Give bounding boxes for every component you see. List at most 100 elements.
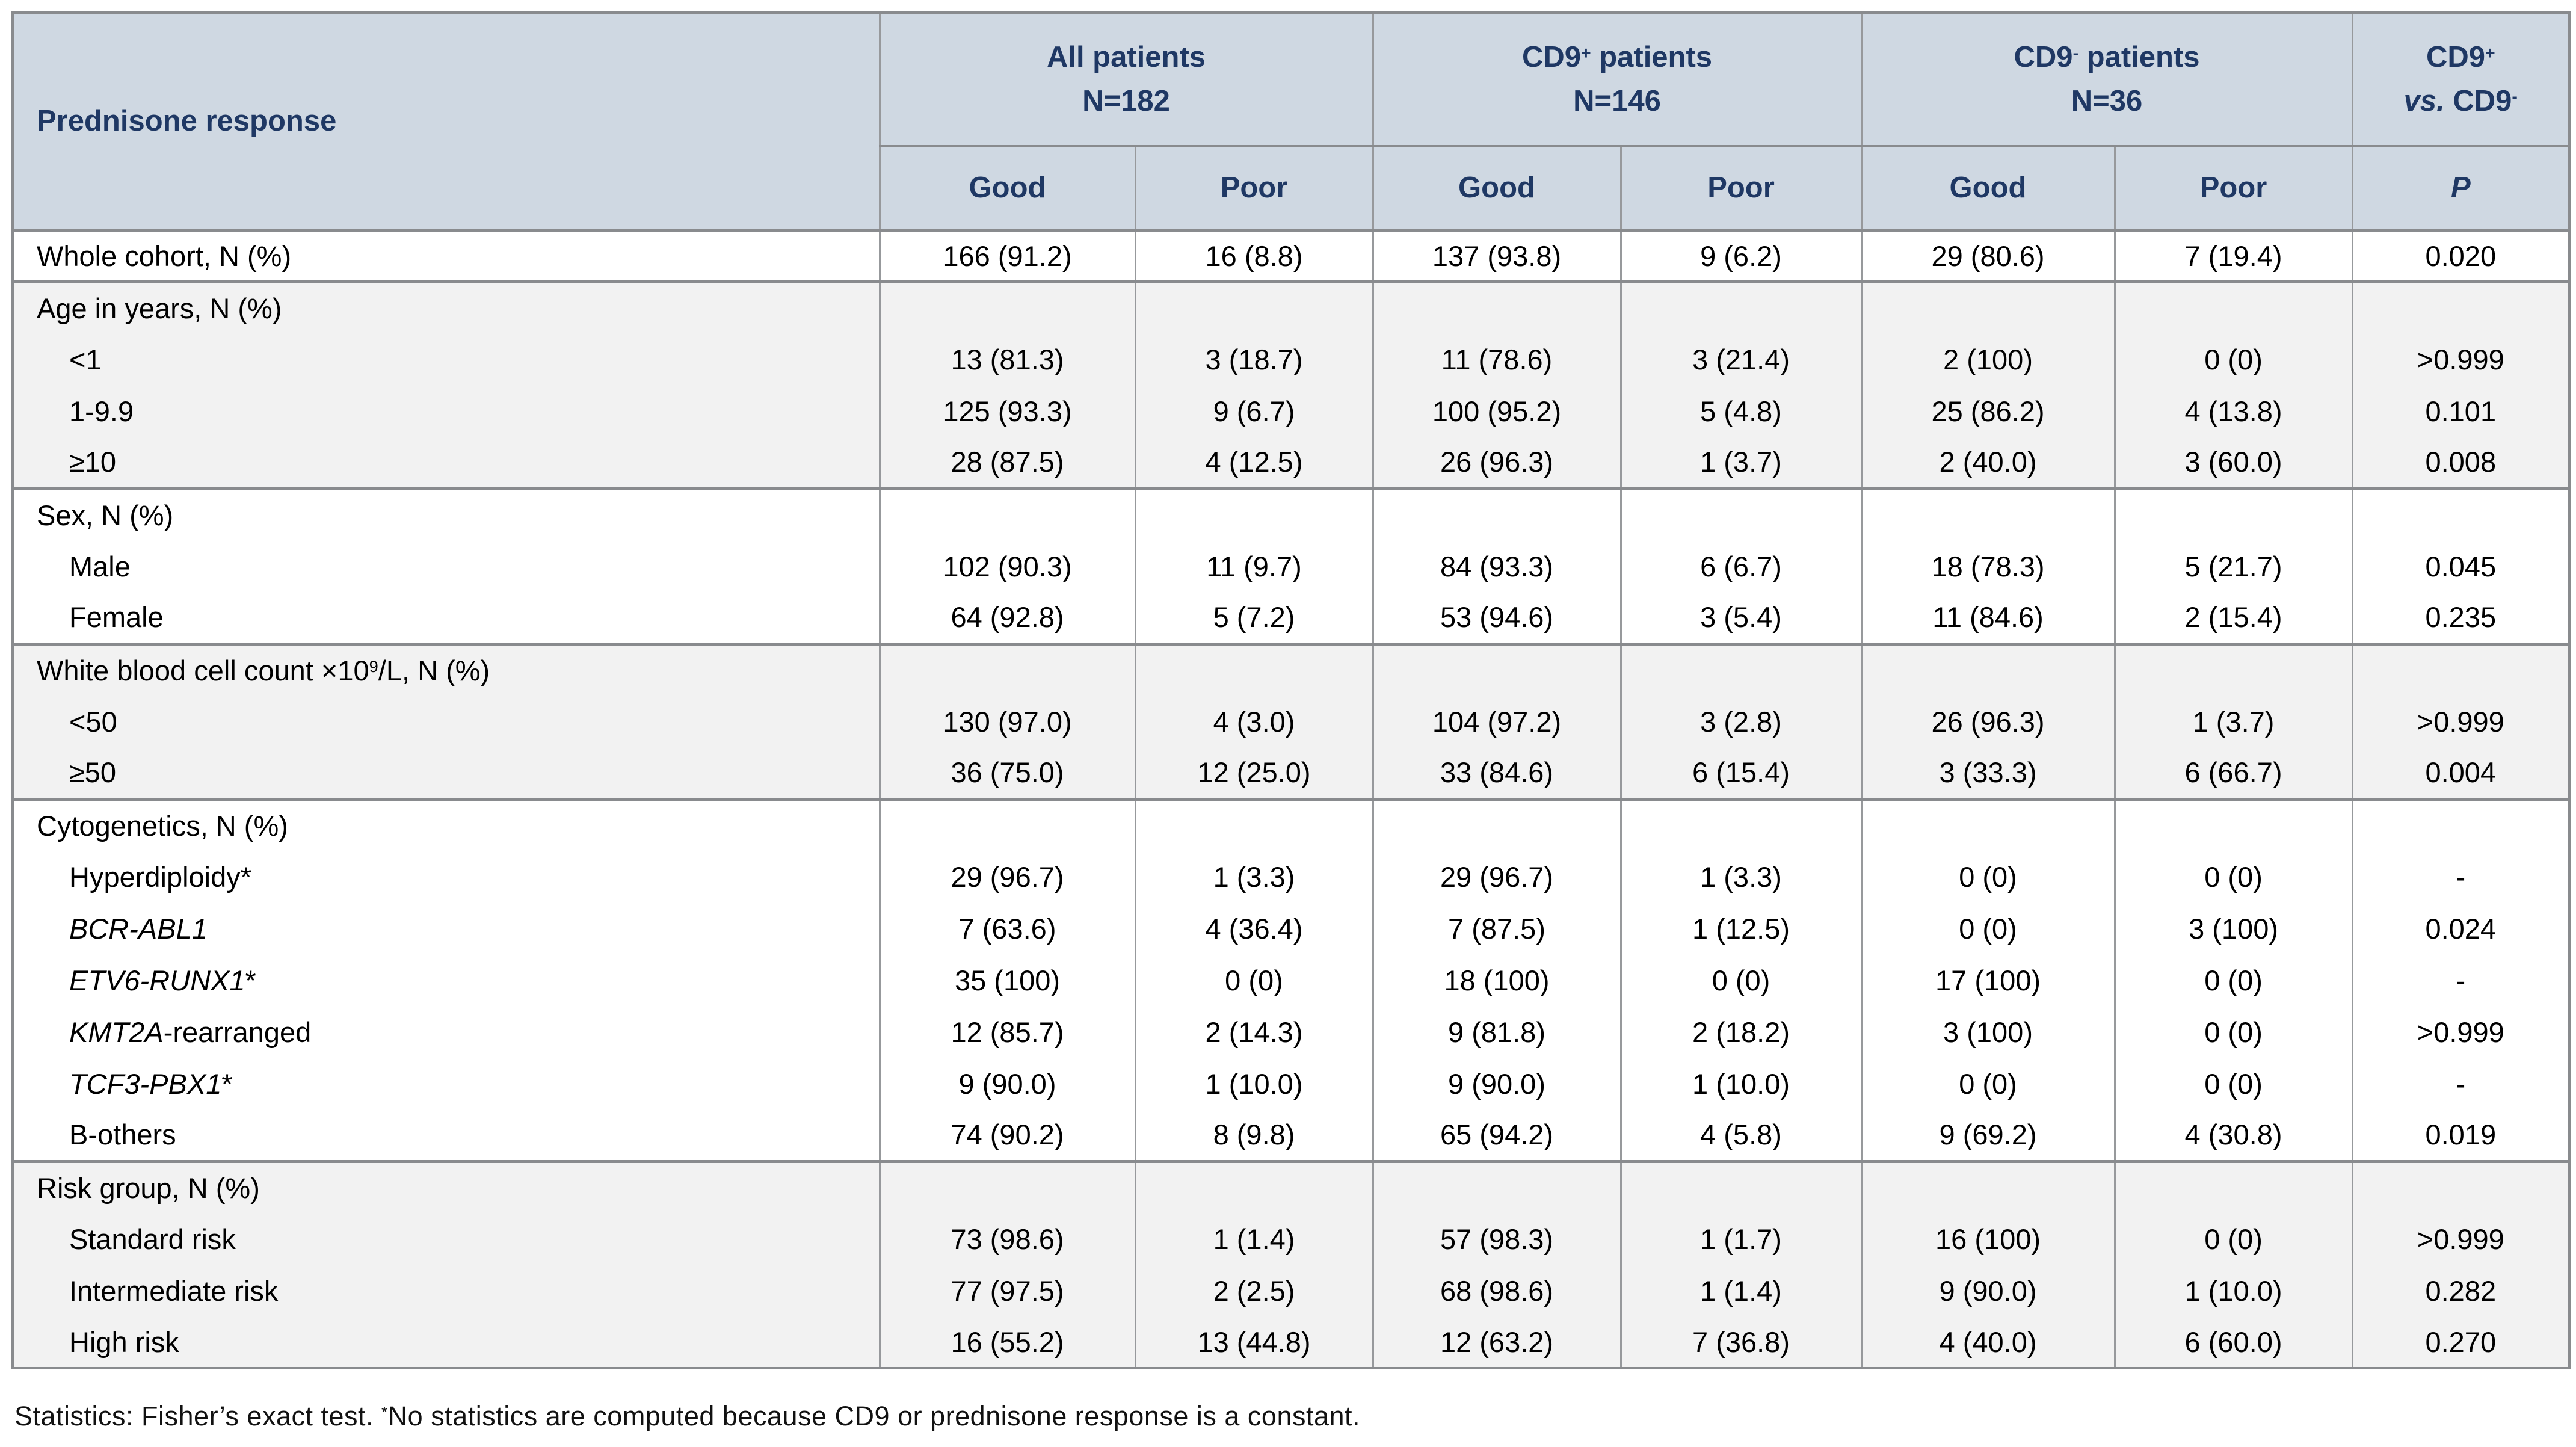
data-cell: 7 (36.8) (1619, 1316, 1862, 1368)
table-row: High risk 16 (55.2) 13 (44.8) 12 (63.2) 7 (3… (11, 1316, 2570, 1368)
section-row-age: Age in years, N (%) (11, 280, 2570, 333)
text-segment: All patients (1046, 41, 1206, 74)
data-cell: 9 (81.8) (1372, 1006, 1621, 1058)
data-cell: 12 (63.2) (1372, 1316, 1621, 1368)
section-label: Cytogenetics, N (%) (11, 797, 880, 851)
table-footnote: Statistics: Fisher’s exact test. *No sta… (14, 1401, 2576, 1432)
table-row: Whole cohort, N (%) 166 (91.2) 16 (8.8) 137… (11, 228, 2570, 282)
table-row: ≥10 28 (87.5) 4 (12.5) 26 (96.3) 1 (3.7) 2 (4… (11, 437, 2570, 489)
header-line: N=36 (1863, 79, 2352, 123)
row-label: KMT2A-rearranged (11, 1006, 880, 1058)
data-cell: 3 (33.3) (1860, 747, 2115, 799)
row-label: 1-9.9 (11, 385, 880, 437)
data-cell-empty (1619, 487, 1862, 540)
data-cell-empty (1860, 280, 2115, 333)
text-segment: /L, N (%) (378, 654, 490, 686)
header-line: N=146 (1375, 79, 1861, 123)
row-label: Male (11, 540, 880, 592)
row-label: Female (11, 592, 880, 644)
header-prednisone-response: Prednisone response (11, 13, 880, 232)
text-segment: Good (969, 171, 1046, 205)
data-cell: 2 (18.2) (1619, 1006, 1862, 1058)
data-cell: 26 (96.3) (1860, 696, 2115, 747)
header-line: CD9+ patients (1375, 35, 1861, 79)
data-cell: 11 (84.6) (1860, 592, 2115, 644)
superscript-text: 9 (369, 657, 378, 676)
data-cell: 125 (93.3) (878, 385, 1135, 437)
data-cell: 0 (0) (2113, 1006, 2353, 1058)
data-cell: 11 (78.6) (1372, 333, 1621, 385)
data-cell-empty (1372, 642, 1621, 696)
data-cell-empty (878, 487, 1135, 540)
section-row-wbc: White blood cell count ×109/L, N (%) (11, 642, 2570, 696)
data-cell: 36 (75.0) (878, 747, 1135, 799)
table-row: B-others 74 (90.2) 8 (9.8) 65 (94.2) 4 (5.8)… (11, 1109, 2570, 1161)
row-label: TCF3-PBX1* (11, 1058, 880, 1109)
row-label: Intermediate risk (11, 1265, 880, 1316)
header-line: CD9- patients (1863, 35, 2352, 79)
data-cell-empty (1860, 642, 2115, 696)
data-cell: 0 (0) (1860, 902, 2115, 954)
data-cell-empty (1619, 797, 1862, 851)
row-label: ≥10 (11, 437, 880, 489)
data-cell: 18 (78.3) (1860, 540, 2115, 592)
data-cell: 4 (3.0) (1134, 696, 1373, 747)
data-cell: 1 (1.4) (1134, 1213, 1373, 1265)
data-cell: 0.004 (2351, 747, 2570, 799)
data-cell: 16 (100) (1860, 1213, 2115, 1265)
data-cell: >0.999 (2351, 333, 2570, 385)
text-segment: Whole cohort, N (%) (37, 239, 292, 272)
data-cell: 1 (3.7) (2113, 696, 2353, 747)
data-cell: - (2351, 1058, 2570, 1109)
data-cell: 35 (100) (878, 954, 1135, 1006)
data-cell-empty (1860, 487, 2115, 540)
table-row: Female 64 (92.8) 5 (7.2) 53 (94.6) 3 (5.4) 11… (11, 592, 2570, 644)
text-segment: No statistics are computed because CD9 o… (387, 1401, 1361, 1431)
data-cell: 1 (3.7) (1619, 437, 1862, 489)
data-cell: 6 (15.4) (1619, 747, 1862, 799)
section-row-risk-group: Risk group, N (%) (11, 1159, 2570, 1213)
row-label: ≥50 (11, 747, 880, 799)
header-cd9-negative-patients: CD9- patients N=36 (1860, 13, 2353, 146)
data-cell-empty (2351, 642, 2570, 696)
data-cell: 4 (40.0) (1860, 1316, 2115, 1368)
text-segment: CD9 (1521, 41, 1581, 74)
text-segment: BCR-ABL1 (69, 912, 208, 945)
table-row: Hyperdiploidy* 29 (96.7) 1 (3.3) 29 (96.7) 1… (11, 851, 2570, 902)
data-cell: 0 (0) (2113, 1058, 2353, 1109)
data-cell: 29 (96.7) (878, 851, 1135, 902)
data-cell: 3 (100) (2113, 902, 2353, 954)
data-cell: 53 (94.6) (1372, 592, 1621, 644)
data-cell: - (2351, 954, 2570, 1006)
prednisone-response-table: Prednisone response All patients N=182 CD9+… (11, 11, 2571, 1369)
data-cell-empty (2113, 1159, 2353, 1213)
data-cell: 5 (7.2) (1134, 592, 1373, 644)
data-cell-empty (1619, 280, 1862, 333)
text-segment: CD9 (2444, 85, 2512, 117)
data-cell: 100 (95.2) (1372, 385, 1621, 437)
data-cell: 9 (90.0) (1860, 1265, 2115, 1316)
text-segment: <50 (69, 705, 117, 738)
data-cell: 0.024 (2351, 902, 2570, 954)
data-cell: 25 (86.2) (1860, 385, 2115, 437)
text-segment: Cytogenetics, N (%) (37, 809, 288, 842)
text-segment: ≥10 (69, 446, 117, 478)
text-segment: N=36 (2071, 85, 2143, 117)
data-cell: 77 (97.5) (878, 1265, 1135, 1316)
data-cell: 12 (85.7) (878, 1006, 1135, 1058)
section-label: Risk group, N (%) (11, 1159, 880, 1213)
data-cell: >0.999 (2351, 1006, 2570, 1058)
text-segment: Intermediate risk (69, 1274, 279, 1307)
text-segment: White blood cell count ×10 (37, 654, 369, 686)
text-segment: Prednisone response (37, 105, 337, 138)
data-cell: 3 (18.7) (1134, 333, 1373, 385)
table-row: <50 130 (97.0) 4 (3.0) 104 (97.2) 3 (2.8) 26 … (11, 696, 2570, 747)
data-cell: 1 (1.7) (1619, 1213, 1862, 1265)
superscript-text: - (2072, 43, 2079, 63)
row-label: ETV6-RUNX1* (11, 954, 880, 1006)
table-row: Standard risk 73 (98.6) 1 (1.4) 57 (98.3) 1 … (11, 1213, 2570, 1265)
section-label: White blood cell count ×109/L, N (%) (11, 642, 880, 696)
subheader-p-value: P (2351, 145, 2570, 232)
data-cell: 0.019 (2351, 1109, 2570, 1161)
data-cell: 6 (6.7) (1619, 540, 1862, 592)
